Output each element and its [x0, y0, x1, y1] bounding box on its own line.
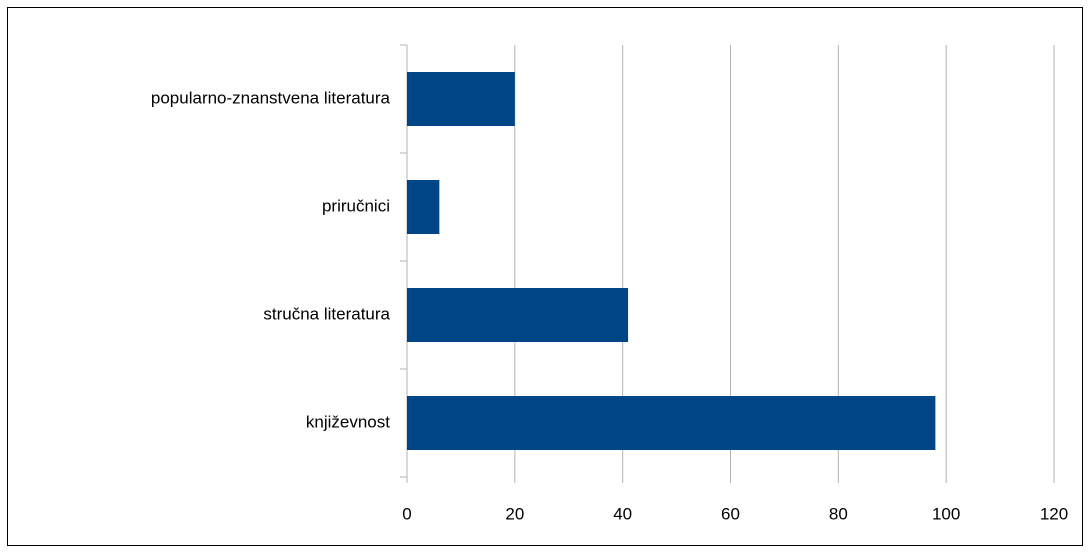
- x-tick-label: 0: [402, 504, 411, 523]
- x-tick-label: 120: [1040, 504, 1068, 523]
- chart-frame: [7, 7, 1083, 546]
- x-tick-label: 80: [829, 504, 848, 523]
- bar: [407, 72, 515, 126]
- bar: [407, 288, 629, 342]
- x-tick-label: 100: [932, 504, 960, 523]
- x-tick-label: 40: [613, 504, 632, 523]
- y-tick-label: stručna literatura: [263, 304, 390, 323]
- y-tick-label: priručnici: [322, 196, 390, 215]
- bar: [407, 180, 440, 234]
- x-tick-label: 60: [721, 504, 740, 523]
- bar: [407, 396, 936, 450]
- y-tick-label: popularno-znanstvena literatura: [151, 88, 391, 107]
- x-tick-label: 20: [505, 504, 524, 523]
- y-tick-label: književnost: [306, 412, 390, 431]
